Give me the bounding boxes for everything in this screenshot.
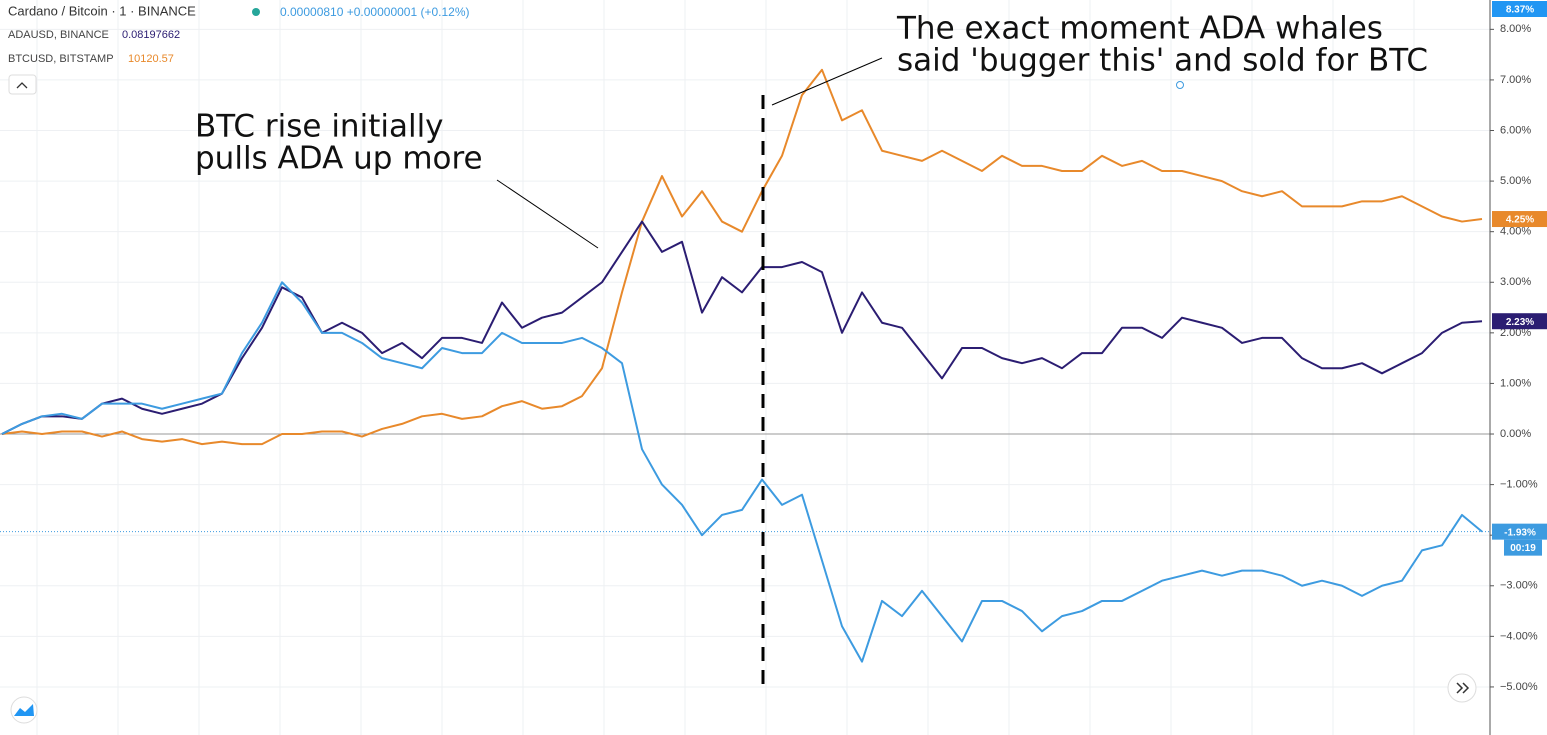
price-badge xyxy=(1492,523,1547,540)
y-tick-label: 0.00% xyxy=(1500,428,1531,440)
price-badge xyxy=(1492,211,1547,228)
y-tick-label: −5.00% xyxy=(1500,681,1538,693)
scale-top-label: 8.37% xyxy=(1506,5,1534,16)
series-line xyxy=(1,220,1483,435)
y-tick-label: 4.00% xyxy=(1500,226,1531,238)
price-badge xyxy=(1492,313,1547,330)
price-axis: 8.00% 7.00% 6.00% 5.00% 4.00% 3.00% 2.00% 1.00%… xyxy=(1490,1,1547,693)
price-badge-label: 2.23% xyxy=(1506,317,1534,328)
plot xyxy=(0,68,1490,663)
scroll-button[interactable] xyxy=(1447,673,1477,703)
y-tick-label: 7.00% xyxy=(1500,74,1531,86)
y-tick-label: 5.00% xyxy=(1500,175,1531,187)
countdown-badge xyxy=(1504,539,1542,556)
y-tick-label: 2.00% xyxy=(1500,327,1531,339)
annotation: BTC rise initially xyxy=(195,109,444,145)
annotation: pulls ADA up more xyxy=(195,141,483,177)
annotation: said 'bugger this' and sold for BTC xyxy=(897,43,1428,79)
legend-entry: BTCUSD, BITSTAMP xyxy=(8,53,114,65)
legend-quote: 0.00000810 +0.00000001 (+0.12%) xyxy=(280,5,470,19)
legend-value: 0.08197662 xyxy=(122,29,180,41)
legend-value: 10120.57 xyxy=(128,53,174,65)
price-badge-label: 4.25% xyxy=(1506,215,1534,226)
y-tick-label: −1.00% xyxy=(1500,479,1538,491)
price-badge-label: -1.93% xyxy=(1504,527,1536,538)
y-tick-label: 6.00% xyxy=(1500,124,1531,136)
annotation: The exact moment ADA whales xyxy=(896,11,1383,47)
scale-top-badge xyxy=(1492,1,1547,17)
grid xyxy=(0,0,1490,735)
y-tick-label: −4.00% xyxy=(1500,630,1538,642)
series-line xyxy=(1,68,1483,446)
y-tick-label: 3.00% xyxy=(1500,276,1531,288)
y-tick-label: 8.00% xyxy=(1500,23,1531,35)
logo[interactable] xyxy=(10,696,38,724)
status-dot xyxy=(252,8,260,16)
countdown-label: 00:19 xyxy=(1510,543,1536,554)
collapse-button[interactable] xyxy=(8,74,37,95)
y-tick-label: 1.00% xyxy=(1500,377,1531,389)
marker xyxy=(1176,81,1184,89)
annotation-pointer xyxy=(496,179,599,249)
legend-entry: ADAUSD, BINANCE xyxy=(8,29,109,41)
y-tick-label: −3.00% xyxy=(1500,580,1538,592)
annotation-pointer xyxy=(771,57,883,106)
legend-title: Cardano / Bitcoin · 1 · BINANCE xyxy=(8,3,196,18)
series-line xyxy=(1,281,1483,663)
